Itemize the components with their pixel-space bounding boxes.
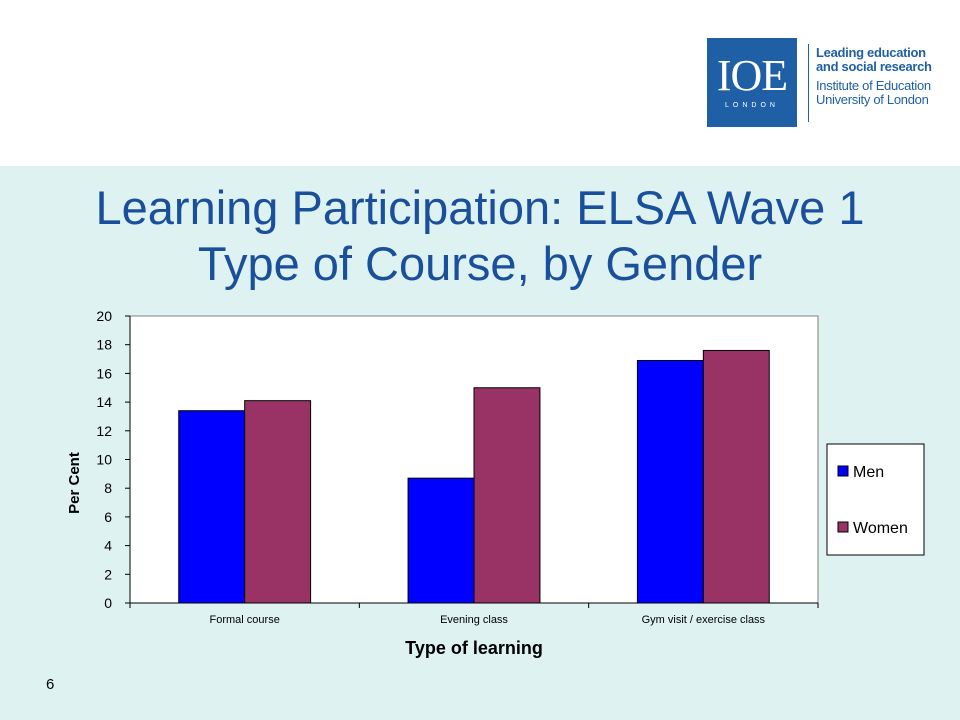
bar-men xyxy=(636,359,704,604)
bar-men xyxy=(178,410,246,604)
institution-line-2: University of London xyxy=(816,92,929,107)
y-tick-label: 18 xyxy=(96,337,112,353)
y-tick-label: 20 xyxy=(96,308,112,324)
x-tick-label: Evening class xyxy=(440,614,508,626)
legend-swatch-men xyxy=(837,465,849,477)
legend-box xyxy=(826,443,925,556)
ioe-logo: IOE LONDON xyxy=(707,38,797,127)
institution-line-1: Institute of Education xyxy=(816,78,931,93)
title-line-1: Learning Participation: ELSA Wave 1 xyxy=(95,181,865,234)
y-tick-label: 8 xyxy=(104,480,112,496)
legend-swatch-women xyxy=(837,521,849,533)
tagline-line-2: and social research xyxy=(816,59,932,74)
x-axis-title: Type of learning xyxy=(405,638,543,658)
bar-women xyxy=(702,349,770,604)
header: IOE LONDON Leading education and social … xyxy=(0,0,960,166)
slide-title: Learning Participation: ELSA Wave 1 Type… xyxy=(0,180,960,292)
bar-women xyxy=(473,387,541,604)
logo-divider xyxy=(808,44,809,122)
y-tick-label: 2 xyxy=(104,566,112,582)
institution-name: Institute of Education University of Lon… xyxy=(816,79,931,107)
y-tick-label: 0 xyxy=(104,595,112,611)
page-number: 6 xyxy=(46,676,55,693)
y-tick-label: 14 xyxy=(96,394,112,410)
y-tick-label: 16 xyxy=(96,365,112,381)
y-tick-label: 10 xyxy=(96,452,112,468)
y-tick-label: 6 xyxy=(104,509,112,525)
logo-mark: IOE xyxy=(716,51,788,100)
bar-men xyxy=(407,477,475,604)
legend-label-women: Women xyxy=(853,520,908,537)
bar-women xyxy=(244,400,312,604)
tagline-line-1: Leading education xyxy=(816,45,926,60)
y-axis-title: Per Cent xyxy=(66,452,83,514)
x-tick-label: Formal course xyxy=(210,614,280,626)
y-tick-label: 4 xyxy=(104,538,112,554)
logo-sub: LONDON xyxy=(725,102,779,109)
tagline: Leading education and social research xyxy=(816,46,932,74)
legend-label-men: Men xyxy=(853,464,884,481)
title-line-2: Type of Course, by Gender xyxy=(197,237,763,290)
x-tick-label: Gym visit / exercise class xyxy=(642,614,766,626)
y-tick-label: 12 xyxy=(96,423,112,439)
